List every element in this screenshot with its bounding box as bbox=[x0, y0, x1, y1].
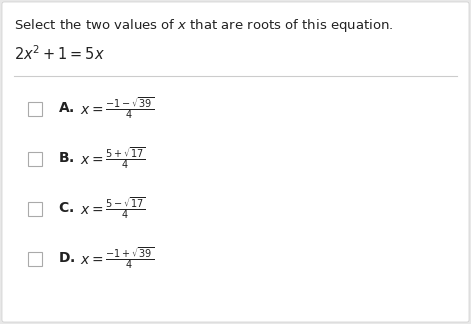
Text: $x = \frac{5 + \sqrt{17}}{4}$: $x = \frac{5 + \sqrt{17}}{4}$ bbox=[80, 145, 146, 171]
Text: $\mathbf{C.}$: $\mathbf{C.}$ bbox=[58, 201, 74, 215]
Text: $\mathbf{D.}$: $\mathbf{D.}$ bbox=[58, 251, 75, 265]
FancyBboxPatch shape bbox=[28, 102, 42, 116]
Text: $2x^2 + 1 = 5x$: $2x^2 + 1 = 5x$ bbox=[14, 44, 105, 63]
Text: $\mathbf{A.}$: $\mathbf{A.}$ bbox=[58, 101, 74, 115]
FancyBboxPatch shape bbox=[28, 252, 42, 266]
Text: $x = \frac{-1 - \sqrt{39}}{4}$: $x = \frac{-1 - \sqrt{39}}{4}$ bbox=[80, 95, 154, 121]
Text: $x = \frac{5 - \sqrt{17}}{4}$: $x = \frac{5 - \sqrt{17}}{4}$ bbox=[80, 195, 146, 221]
FancyBboxPatch shape bbox=[28, 152, 42, 166]
FancyBboxPatch shape bbox=[28, 202, 42, 216]
Text: $\mathbf{B.}$: $\mathbf{B.}$ bbox=[58, 151, 74, 165]
Text: $x = \frac{-1 + \sqrt{39}}{4}$: $x = \frac{-1 + \sqrt{39}}{4}$ bbox=[80, 245, 154, 271]
FancyBboxPatch shape bbox=[2, 2, 469, 322]
Text: Select the two values of $x$ that are roots of this equation.: Select the two values of $x$ that are ro… bbox=[14, 17, 393, 34]
